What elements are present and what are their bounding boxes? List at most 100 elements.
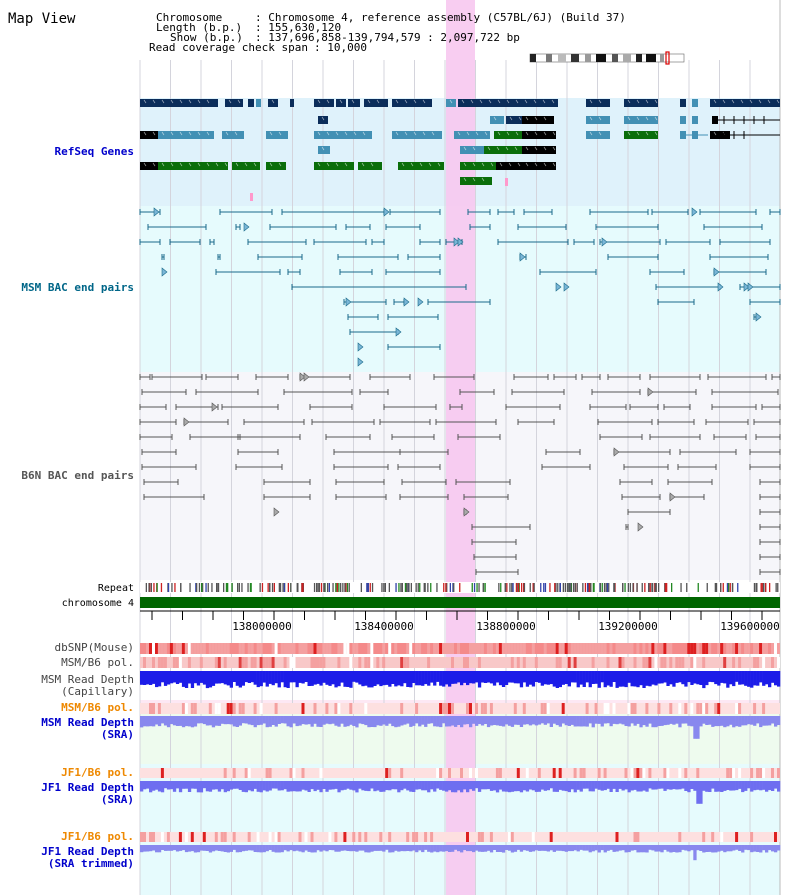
dbsnp-heat-cell	[516, 643, 520, 654]
depth-tracks[interactable]	[140, 671, 781, 861]
refseq-gene	[710, 99, 780, 107]
msm-depth-sra-bar	[328, 716, 332, 725]
msm-bac-pair-arrow	[691, 207, 698, 217]
msm-depth-capillary-bar	[256, 671, 260, 688]
dbsnp-heat-cell	[666, 643, 670, 654]
msm-bac-track[interactable]	[139, 207, 781, 367]
msm-b6-pol2-heat-cell	[522, 703, 526, 714]
dbsnp-heat-cell	[756, 643, 760, 654]
repeat-element	[769, 583, 771, 592]
refseq-exon-tick	[543, 162, 547, 167]
dbsnp-heat-cell	[445, 643, 448, 654]
jf1-depth-sra-bar	[190, 781, 195, 789]
msm-depth-sra-bar	[528, 716, 533, 726]
jf1-depth-trimmed-bar	[513, 845, 518, 852]
msm-depth-sra-bar	[424, 716, 428, 727]
refseq-gene	[490, 116, 504, 124]
msm-depth-capillary-bar	[648, 671, 652, 687]
jf1-depth-trimmed-bar	[528, 845, 533, 852]
msm-depth-capillary-bar	[140, 671, 144, 685]
jf1-depth-sra-bar	[155, 781, 159, 790]
msm-depth-capillary-bar	[262, 671, 266, 683]
jf1-depth-trimmed-bar	[211, 845, 216, 852]
jf1-pol2-heat-cell	[223, 832, 227, 842]
jf1-depth-trimmed-bar	[301, 845, 305, 853]
jf1-depth-sra-bar	[463, 781, 467, 790]
dbsnp-heat-cell	[241, 643, 245, 654]
jf1-depth-sra-bar	[516, 781, 521, 792]
msm-b6-pol2-heat-cell	[540, 703, 544, 714]
jf1-depth-trimmed-bar	[681, 845, 685, 850]
jf1-depth-trimmed-bar	[684, 845, 688, 851]
msm-b6-pol-heat-cell	[364, 657, 368, 668]
msm-depth-sra-bar	[355, 716, 359, 728]
msm-depth-capillary-bar	[531, 671, 536, 687]
repeat-element	[599, 583, 601, 592]
jf1-depth-sra-bar	[289, 781, 293, 792]
dbsnp-heat-cell	[301, 643, 305, 654]
refseq-genes-track[interactable]	[140, 99, 780, 201]
b6n-bac-track[interactable]	[139, 372, 781, 575]
repeat-element	[728, 583, 730, 592]
jf1-depth-trimmed-bar	[609, 845, 613, 850]
jf1-depth-trimmed-bar	[334, 845, 338, 852]
jf1-depth-trimmed-bar	[510, 845, 515, 853]
jf1-depth-trimmed-bar	[265, 845, 269, 852]
repeat-element	[567, 583, 569, 592]
refseq-exon-tick	[508, 162, 512, 167]
msm-b6-pol-heat-cell	[693, 657, 697, 668]
jf1-pol2-heat-cell	[232, 832, 236, 842]
jf1-depth-sra-bar	[657, 781, 661, 789]
msm-depth-sra-bar	[205, 716, 210, 726]
jf1-depth-trimmed-bar	[576, 845, 580, 852]
refseq-exon-tick	[326, 99, 330, 104]
jf1-depth-sra-bar	[534, 781, 539, 792]
refseq-exon-tick	[269, 131, 273, 136]
jf1-depth-trimmed-bar	[633, 845, 637, 851]
msm-depth-sra-bar	[762, 716, 766, 726]
repeat-element	[449, 583, 451, 592]
jf1-pol-heat-cell	[738, 768, 742, 778]
repeat-track[interactable]	[140, 582, 780, 593]
dbsnp-heat-cell	[433, 643, 437, 654]
jf1-depth-trimmed-bar	[373, 845, 377, 851]
repeat-element	[445, 583, 447, 592]
refseq-exon-tick	[509, 116, 513, 121]
heat-tracks[interactable]	[140, 643, 780, 842]
refseq-exon-tick	[161, 162, 165, 167]
msm-b6-pol-heat-cell	[771, 657, 774, 668]
jf1-pol2-heat-cell	[615, 832, 619, 842]
jf1-pol2-heat-cell	[711, 832, 715, 842]
jf1-depth-trimmed-bar	[597, 845, 601, 853]
msm-depth-capillary-bar	[573, 671, 577, 683]
msm-depth-sra-bar	[220, 716, 224, 724]
refseq-exon-tick	[228, 99, 232, 104]
msm-b6-pol-heat-cell	[160, 657, 164, 668]
jf1-depth-sra-bar	[651, 781, 655, 790]
jf1-depth-trimmed-bar	[208, 845, 213, 853]
msm-b6-pol-heat-cell	[516, 657, 520, 668]
jf1-depth-sra-bar	[460, 781, 464, 793]
axis-tick-label: 138000000	[232, 620, 292, 633]
msm-b6-pol-heat-cell	[400, 657, 404, 668]
chromosome-ideogram[interactable]	[529, 51, 685, 65]
jf1-depth-sra-bar	[528, 781, 533, 790]
dbsnp-heat-cell	[753, 643, 757, 654]
refseq-gene	[314, 131, 372, 139]
chromosome-bar[interactable]	[140, 597, 780, 608]
msm-bac-pair-arrow	[403, 297, 410, 307]
refseq-exon-tick	[525, 131, 529, 136]
jf1-pol-heat-cell	[292, 768, 296, 778]
repeat-element	[313, 583, 316, 592]
msm-b6-pol2-heat-cell	[606, 703, 610, 714]
jf1-pol-heat-cell	[525, 768, 529, 778]
jf1-pol2-heat-cell	[702, 832, 706, 842]
track-label-msm-depth-sra-1: MSM Read Depth	[41, 716, 134, 729]
msm-depth-sra-bar	[552, 716, 556, 724]
msm-depth-sra-bar	[600, 716, 604, 727]
refseq-exon-tick	[534, 146, 538, 151]
msm-depth-sra-bar	[340, 716, 344, 724]
jf1-depth-trimmed-bar	[603, 845, 607, 853]
jf1-pol2-heat-cell	[220, 832, 224, 842]
